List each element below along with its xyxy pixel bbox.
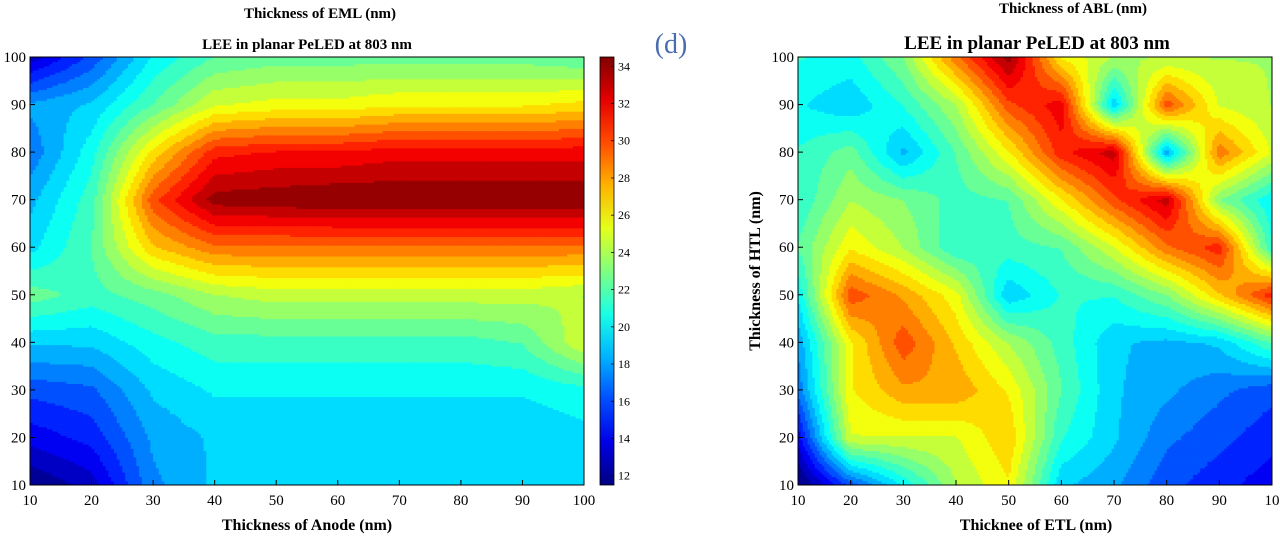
chart-left: Thickness of EML (nm) LEE in planar PeLE… (4, 6, 596, 534)
chart-title-left: LEE in planar PeLED at 803 nm (202, 37, 412, 53)
top-label-left: Thickness of EML (nm) (244, 6, 396, 22)
heatmap-cells-left (30, 57, 585, 486)
